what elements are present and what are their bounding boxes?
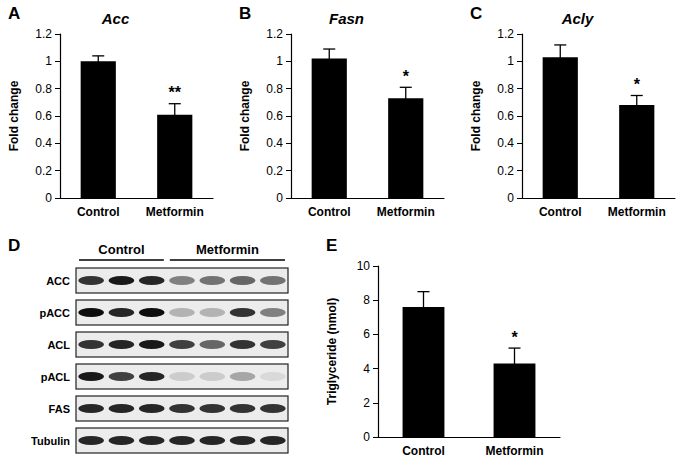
svg-text:1: 1 — [45, 54, 52, 68]
svg-text:Acly: Acly — [561, 10, 594, 27]
svg-text:Metformin: Metformin — [196, 242, 259, 257]
svg-text:0.4: 0.4 — [497, 136, 514, 150]
svg-text:Fasn: Fasn — [329, 10, 364, 27]
svg-text:**: ** — [169, 84, 182, 101]
svg-text:1.2: 1.2 — [266, 27, 283, 41]
svg-text:1: 1 — [276, 54, 283, 68]
svg-text:1: 1 — [507, 54, 514, 68]
svg-text:0.2: 0.2 — [35, 164, 52, 178]
svg-text:0: 0 — [363, 430, 370, 444]
svg-text:*: * — [403, 68, 410, 85]
svg-text:0.8: 0.8 — [266, 82, 283, 96]
svg-text:Control: Control — [402, 444, 445, 458]
html-text:C: C — [470, 4, 483, 23]
svg-text:4: 4 — [363, 362, 370, 376]
svg-text:0.2: 0.2 — [266, 164, 283, 178]
svg-text:0.4: 0.4 — [266, 136, 283, 150]
svg-text:pACL: pACL — [41, 371, 71, 383]
svg-text:Control: Control — [77, 205, 120, 219]
svg-text:0: 0 — [507, 191, 514, 205]
svg-text:Metformin: Metformin — [146, 205, 204, 219]
svg-text:10: 10 — [357, 259, 371, 273]
svg-text:Control: Control — [308, 205, 351, 219]
svg-text:ACC: ACC — [46, 275, 70, 287]
svg-text:0: 0 — [45, 191, 52, 205]
svg-text:Metformin: Metformin — [377, 205, 435, 219]
svg-text:1.2: 1.2 — [35, 27, 52, 41]
svg-text:Fold change: Fold change — [238, 80, 252, 151]
svg-text:0.6: 0.6 — [497, 109, 514, 123]
svg-text:2: 2 — [363, 396, 370, 410]
svg-text:Tubulin: Tubulin — [31, 435, 70, 447]
svg-text:*: * — [634, 76, 641, 93]
svg-text:Control: Control — [98, 242, 144, 257]
html-text:A: A — [8, 4, 21, 23]
svg-text:pACC: pACC — [39, 307, 70, 319]
svg-text:Metformin: Metformin — [486, 444, 544, 458]
svg-text:Control: Control — [539, 205, 582, 219]
svg-text:Fold change: Fold change — [7, 80, 21, 151]
svg-text:1.2: 1.2 — [497, 27, 514, 41]
svg-text:0.6: 0.6 — [266, 109, 283, 123]
html-text:E: E — [326, 236, 338, 255]
svg-text:*: * — [511, 329, 518, 346]
svg-text:0.4: 0.4 — [35, 136, 52, 150]
svg-text:ACL: ACL — [47, 339, 70, 351]
svg-text:0.8: 0.8 — [35, 82, 52, 96]
svg-text:6: 6 — [363, 327, 370, 341]
svg-text:Metformin: Metformin — [608, 205, 666, 219]
html-text:B: B — [239, 4, 252, 23]
svg-text:Acc: Acc — [101, 10, 130, 27]
html-text:D: D — [8, 236, 21, 255]
svg-text:Triglyceride (nmol): Triglyceride (nmol) — [325, 298, 339, 405]
svg-text:FAS: FAS — [49, 403, 70, 415]
svg-text:0.2: 0.2 — [497, 164, 514, 178]
svg-text:0.8: 0.8 — [497, 82, 514, 96]
svg-text:0.6: 0.6 — [35, 109, 52, 123]
svg-text:8: 8 — [363, 293, 370, 307]
svg-text:0: 0 — [276, 191, 283, 205]
svg-text:Fold change: Fold change — [469, 80, 483, 151]
